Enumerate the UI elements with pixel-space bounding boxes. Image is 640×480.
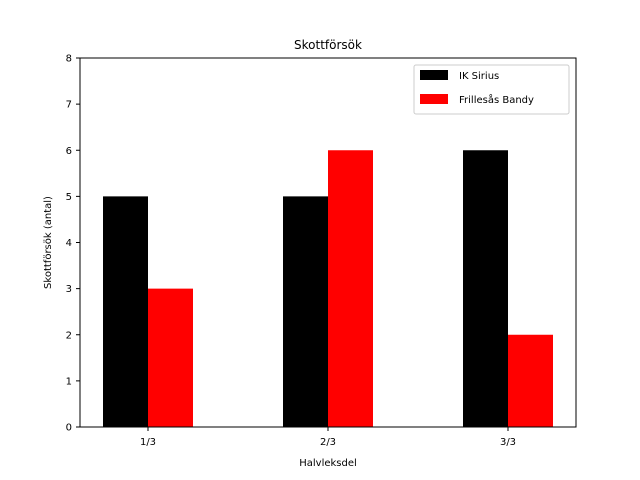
bar-ik-sirius-3-3 (463, 150, 508, 427)
y-tick-label: 0 (66, 423, 72, 434)
y-tick-label: 2 (66, 330, 72, 341)
bar-frillesas-bandy-2-3 (328, 150, 373, 427)
x-tick-label: 1/3 (140, 437, 156, 448)
legend-swatch-ik-sirius (420, 70, 448, 80)
y-tick-label: 7 (66, 100, 72, 111)
legend-label-ik-sirius: IK Sirius (459, 71, 499, 82)
x-tick-label: 2/3 (320, 437, 336, 448)
bar-frillesas-bandy-3-3 (508, 334, 553, 427)
y-tick-label: 1 (66, 376, 72, 387)
y-tick-label: 8 (66, 54, 72, 65)
y-tick-label: 6 (66, 146, 72, 157)
y-tick-label: 4 (66, 238, 72, 249)
legend-box (413, 64, 570, 115)
legend: IK Sirius Frillesås Bandy (413, 64, 570, 115)
y-tick-label: 3 (66, 284, 72, 295)
legend-swatch-frillesas-bandy (420, 94, 448, 104)
y-tick-label: 5 (66, 192, 72, 203)
y-ticks: 0 1 2 3 4 5 6 7 8 (66, 54, 80, 434)
plot-frame (79, 57, 577, 428)
legend-label-frillesas-bandy: Frillesås Bandy (459, 93, 534, 106)
bar-ik-sirius-1-3 (103, 196, 148, 427)
x-tick-label: 3/3 (500, 437, 516, 448)
x-ticks: 1/3 2/3 3/3 (140, 427, 516, 448)
bar-frillesas-bandy-1-3 (148, 288, 193, 427)
y-axis-title: Skottförsök (antal) (43, 196, 54, 289)
bars-layer (103, 150, 553, 427)
x-axis-title: Halvleksdel (299, 458, 357, 469)
chart-title: Skottförsök (294, 38, 362, 52)
bar-ik-sirius-2-3 (283, 196, 328, 427)
